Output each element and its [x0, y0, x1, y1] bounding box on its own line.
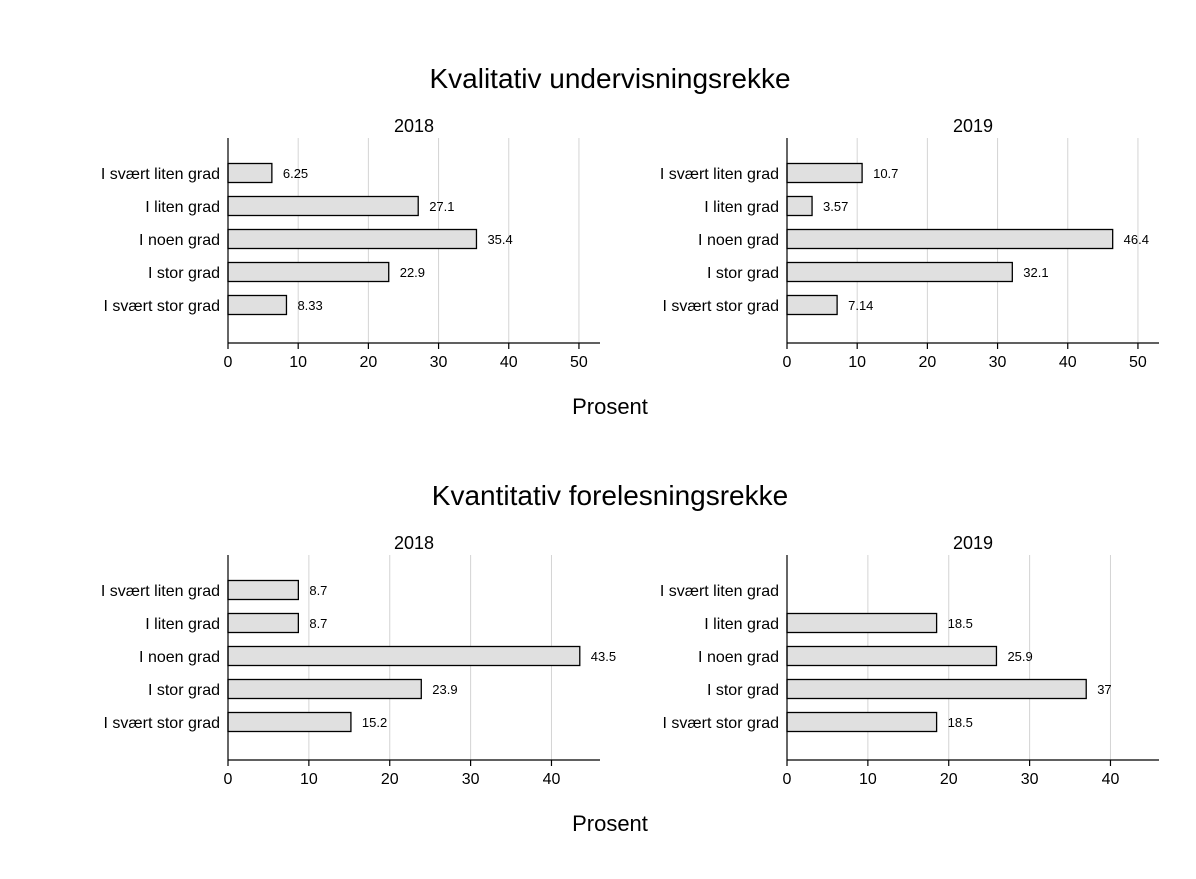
data-label: 43.5	[591, 649, 616, 664]
x-tick-label: 30	[1021, 771, 1039, 788]
category-label: I svært liten grad	[101, 166, 220, 183]
category-label: I svært stor grad	[663, 298, 779, 315]
x-axis-label-kvantitativ: Prosent	[572, 811, 648, 836]
x-tick-label: 40	[543, 771, 561, 788]
bar	[786, 612, 938, 634]
data-label: 3.57	[823, 199, 848, 214]
x-tick-label: 30	[462, 771, 480, 788]
category-label: I stor grad	[707, 265, 779, 282]
group-title-kvantitativ: Kvantitativ forelesningsrekke	[432, 480, 788, 511]
x-axis-label-kvalitativ: Prosent	[572, 394, 648, 419]
category-label: I liten grad	[145, 616, 220, 633]
x-tick-label: 20	[381, 771, 399, 788]
x-tick-label: 20	[940, 771, 958, 788]
category-label: I liten grad	[704, 199, 779, 216]
bar	[227, 678, 422, 700]
panel-title: 2018	[394, 533, 434, 553]
category-label: I svært stor grad	[104, 298, 220, 315]
category-label: I stor grad	[148, 682, 220, 699]
bar	[786, 645, 998, 667]
chart-panel-0: 2018 I svært liten grad 6.25 I liten grad 27…	[101, 116, 600, 371]
x-tick-label: 50	[570, 354, 588, 371]
group-title-kvalitativ: Kvalitativ undervisningsrekke	[429, 63, 790, 94]
category-label: I noen grad	[698, 649, 779, 666]
category-label: I noen grad	[698, 232, 779, 249]
category-label: I svært liten grad	[101, 583, 220, 600]
bar	[786, 261, 1013, 283]
chart-panel-2: 2018 I svært liten grad 8.7 I liten grad 8.7…	[101, 533, 616, 788]
category-label: I svært stor grad	[104, 715, 220, 732]
category-label: I noen grad	[139, 232, 220, 249]
bar	[227, 612, 300, 634]
category-label: I liten grad	[704, 616, 779, 633]
bar	[227, 195, 419, 217]
bar	[227, 261, 390, 283]
bar	[227, 711, 352, 733]
x-tick-label: 40	[1102, 771, 1120, 788]
x-tick-label: 20	[359, 354, 377, 371]
category-label: I stor grad	[707, 682, 779, 699]
x-tick-label: 0	[224, 771, 233, 788]
category-label: I liten grad	[145, 199, 220, 216]
panel-title: 2019	[953, 533, 993, 553]
data-label: 46.4	[1124, 232, 1149, 247]
chart-panels: 2018 I svært liten grad 6.25 I liten grad 27…	[101, 116, 1159, 788]
data-label: 15.2	[362, 715, 387, 730]
x-tick-label: 0	[783, 354, 792, 371]
bar	[786, 195, 813, 217]
bar	[786, 678, 1087, 700]
data-label: 8.33	[297, 298, 322, 313]
x-tick-label: 50	[1129, 354, 1147, 371]
data-label: 37	[1097, 682, 1111, 697]
x-tick-label: 0	[224, 354, 233, 371]
chart-panel-1: 2019 I svært liten grad 10.7 I liten grad 3.…	[660, 116, 1159, 371]
data-label: 18.5	[948, 715, 973, 730]
data-label: 23.9	[432, 682, 457, 697]
data-label: 35.4	[487, 232, 512, 247]
data-label: 10.7	[873, 166, 898, 181]
data-label: 7.14	[848, 298, 873, 313]
x-tick-label: 10	[289, 354, 307, 371]
bar	[227, 579, 300, 601]
x-tick-label: 30	[430, 354, 448, 371]
data-label: 6.25	[283, 166, 308, 181]
category-label: I svært liten grad	[660, 583, 779, 600]
x-tick-label: 20	[918, 354, 936, 371]
data-label: 25.9	[1007, 649, 1032, 664]
x-tick-label: 40	[500, 354, 518, 371]
category-label: I stor grad	[148, 265, 220, 282]
bar	[786, 711, 938, 733]
bar	[786, 228, 1114, 250]
category-label: I noen grad	[139, 649, 220, 666]
bar	[786, 294, 838, 316]
data-label: 27.1	[429, 199, 454, 214]
data-label: 32.1	[1023, 265, 1048, 280]
bar	[227, 645, 581, 667]
data-label: 8.7	[309, 583, 327, 598]
data-label: 18.5	[948, 616, 973, 631]
x-tick-label: 10	[859, 771, 877, 788]
x-tick-label: 0	[783, 771, 792, 788]
x-tick-label: 40	[1059, 354, 1077, 371]
chart-panel-3: 2019 I svært liten grad I liten grad 18.5 I …	[660, 533, 1159, 788]
panel-title: 2018	[394, 116, 434, 136]
x-tick-label: 30	[989, 354, 1007, 371]
data-label: 22.9	[400, 265, 425, 280]
x-tick-label: 10	[300, 771, 318, 788]
bar	[227, 162, 273, 184]
bar	[227, 294, 288, 316]
x-tick-label: 10	[848, 354, 866, 371]
category-label: I svært liten grad	[660, 166, 779, 183]
category-label: I svært stor grad	[663, 715, 779, 732]
panel-title: 2019	[953, 116, 993, 136]
bar	[227, 228, 478, 250]
data-label: 8.7	[309, 616, 327, 631]
bar	[786, 162, 863, 184]
